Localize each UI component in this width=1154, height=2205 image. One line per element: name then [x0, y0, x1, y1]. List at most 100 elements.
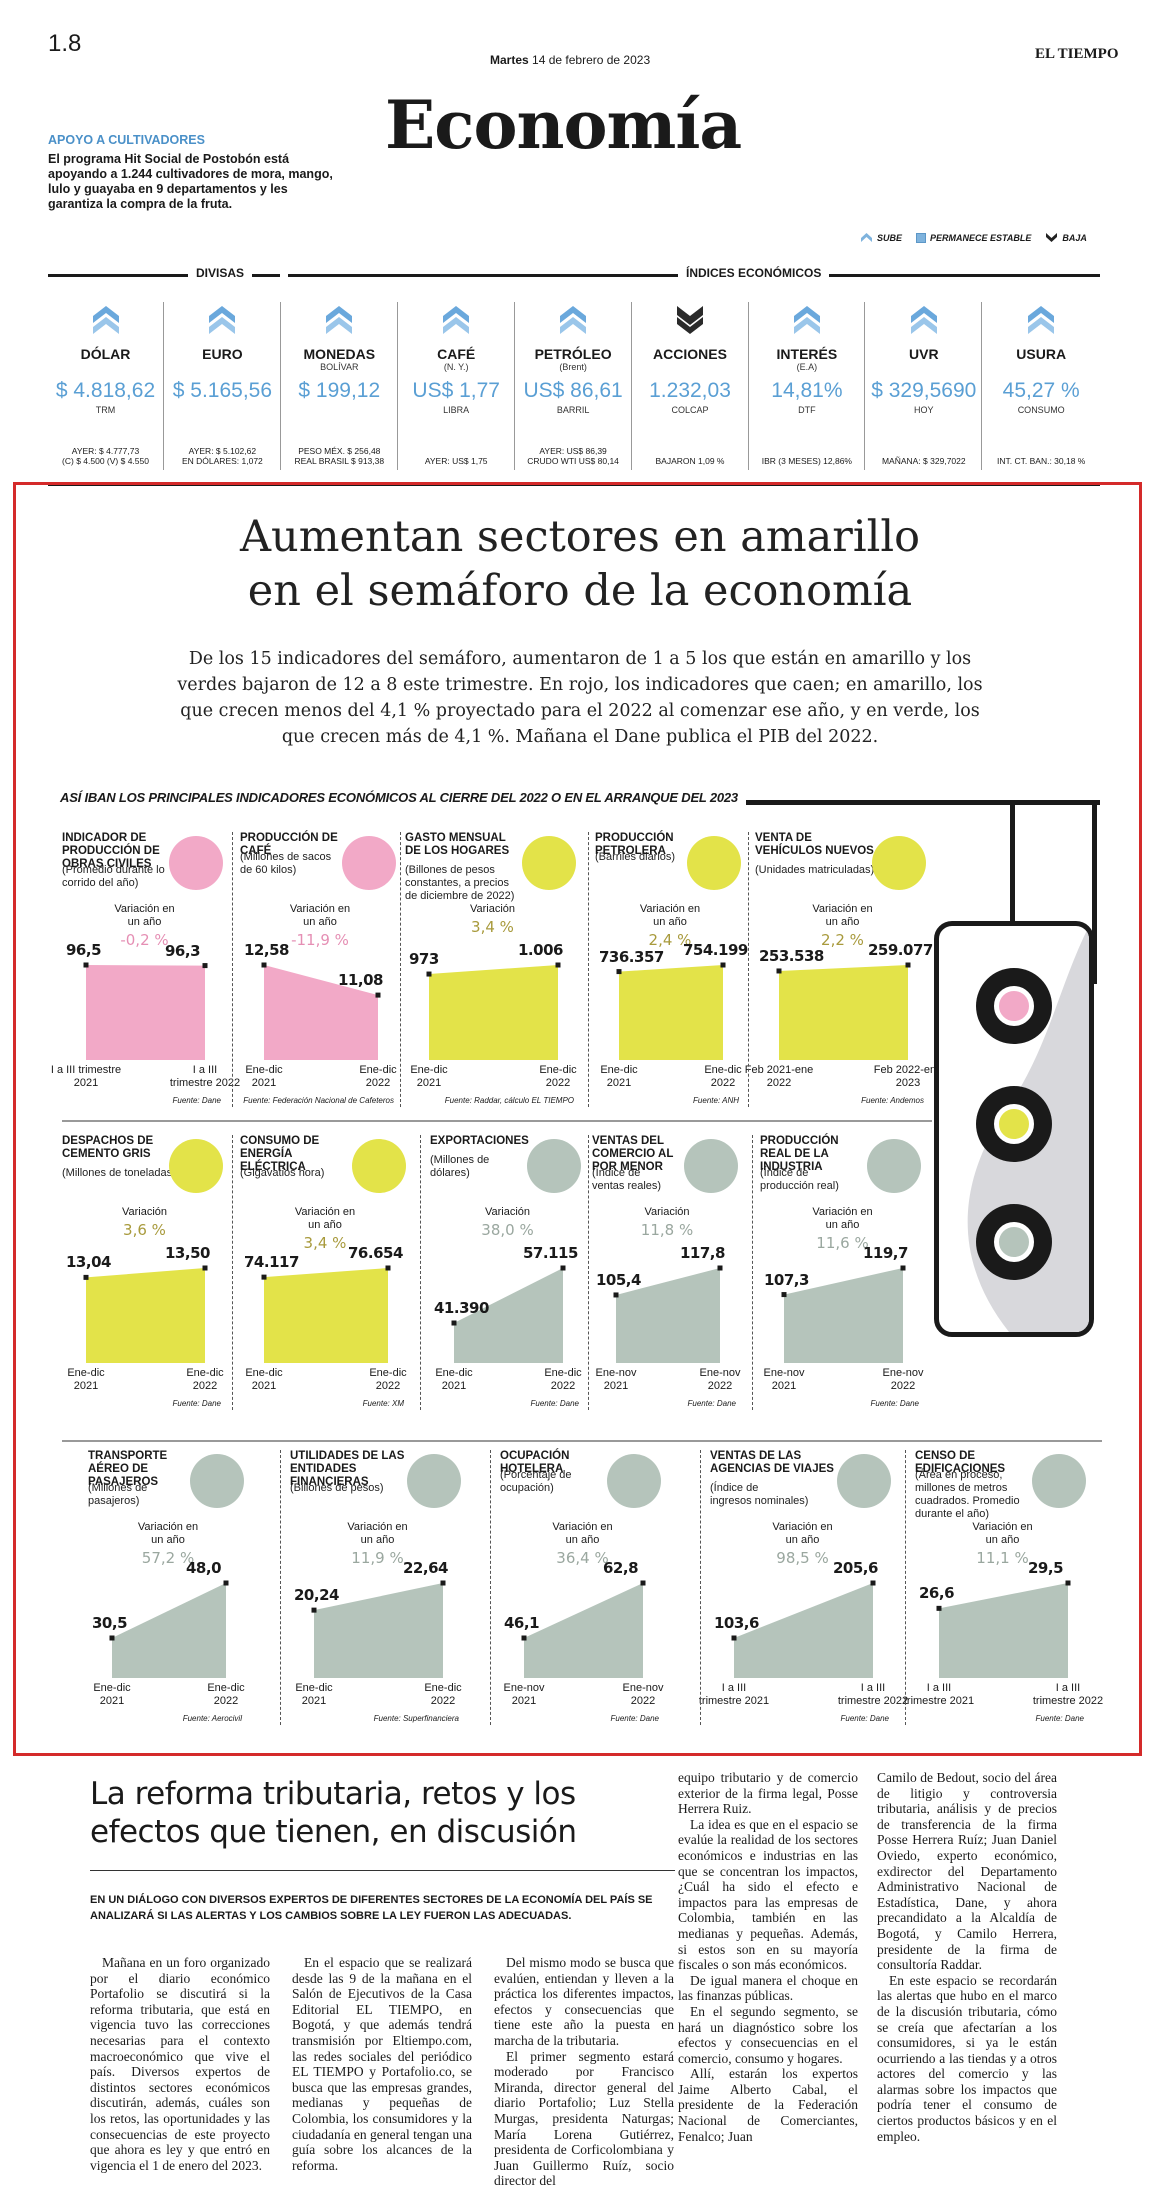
- card-source: Fuente: Dane: [687, 1399, 736, 1408]
- category-label: Ene-dic 2021: [245, 1367, 283, 1392]
- indicator-icon: [867, 1139, 921, 1193]
- index-sub: [866, 362, 981, 373]
- index-sub: [983, 362, 1099, 373]
- indicator-icon: [342, 836, 396, 890]
- traffic-light-red: [976, 968, 1052, 1044]
- indicator-card: CONSUMO DE ENERGÍA ELÉCTRICA (Gigavatios …: [240, 1135, 410, 1408]
- data-point: [616, 969, 622, 975]
- variation-label: Variación en un año: [972, 1521, 1033, 1546]
- index-7: UVR $ 329,5690 HOY MAÑANA: $ 329,7022: [866, 302, 983, 470]
- column-divider: [700, 1450, 701, 1725]
- area-chart: [451, 1265, 566, 1363]
- indicator-card: TRANSPORTE AÉREO DE PASAJEROS (Millones d…: [88, 1450, 248, 1723]
- variation-label: Variación: [644, 1206, 690, 1218]
- row-divider: [62, 1120, 932, 1122]
- area-mark: [734, 1583, 873, 1678]
- variation-label: Variación en un año: [639, 903, 701, 928]
- indicator-card: PRODUCCIÓN PETROLERA (Barriles diarios) Va…: [595, 832, 748, 1105]
- variation-value: 11,9 %: [351, 1549, 404, 1567]
- column-divider: [588, 1135, 589, 1410]
- variation-label: Variación: [121, 1206, 168, 1218]
- value-label: 1.006: [518, 941, 563, 959]
- value-label: 22,64: [403, 1559, 448, 1577]
- area-mark: [112, 1583, 226, 1678]
- value-label: 11,08: [338, 971, 383, 990]
- index-unit: COLCAP: [671, 405, 709, 415]
- variation-value: -11,9 %: [291, 931, 349, 949]
- trend-up-icon: [1028, 306, 1055, 334]
- data-point: [83, 962, 89, 968]
- index-name: UVR: [909, 346, 939, 362]
- indicator-card: OCUPACIÓN HOTELERA (Porcentaje de ocupaci…: [500, 1450, 665, 1723]
- index-4: PETRÓLEO (Brent) US$ 86,61 BARRIL AYER: US$ …: [516, 302, 632, 470]
- feature-headline: Aumentan sectores en amarillo en el semá…: [80, 510, 1080, 618]
- category-label: Ene-dic 2022: [359, 1064, 397, 1089]
- variation-value: 2,4 %: [648, 931, 692, 949]
- promo-title: APOYO A CULTIVADORES: [48, 133, 205, 147]
- value-label: 48,0: [186, 1559, 222, 1577]
- traffic-light-green: [976, 1204, 1052, 1280]
- value-label: 46,1: [504, 1614, 540, 1632]
- index-unit: TRM: [95, 405, 116, 415]
- divisas-rule: [48, 274, 280, 277]
- index-note: BAJARON 1,09 %: [655, 456, 725, 466]
- value-label: 205,6: [833, 1559, 878, 1577]
- index-note: AYER: $ 5.102,62 EN DÓLARES: 1,072: [181, 446, 263, 466]
- paragraph: Mañana en un foro organizado por el diar…: [90, 1955, 270, 2173]
- area-chart: [311, 1580, 446, 1678]
- data-point: [311, 1607, 317, 1613]
- card-unit: (Gigavatios hora): [240, 1167, 325, 1179]
- index-0: DÓLAR $ 4.818,62 TRM AYER: $ 4.777,73 (C) $…: [48, 302, 164, 470]
- data-point: [385, 1265, 391, 1271]
- card-source: Fuente: Dane: [870, 1399, 919, 1408]
- value-label: 259.077: [868, 941, 933, 959]
- category-label: Ene-nov 2021: [595, 1367, 637, 1392]
- data-point: [870, 1580, 876, 1586]
- data-point: [83, 1274, 89, 1280]
- column-divider: [420, 1135, 421, 1410]
- index-note: AYER: $ 4.777,73 (C) $ 4.500 (V) $ 4.550: [62, 446, 149, 466]
- index-unit: LIBRA: [443, 405, 470, 415]
- card-title: VENTAS DE LAS AGENCIAS DE VIAJES: [710, 1450, 834, 1475]
- index-name: EURO: [202, 346, 243, 362]
- value-label: 41.390: [434, 1299, 489, 1317]
- indicator-icon: [872, 836, 926, 890]
- index-name: ACCIONES: [653, 346, 727, 362]
- category-label: Ene-dic 2022: [544, 1367, 582, 1392]
- trend-up-icon: [92, 306, 119, 334]
- card-source: Fuente: Dane: [610, 1714, 659, 1723]
- index-5: ACCIONES 1.232,03 COLCAP BAJARON 1,09 %: [633, 302, 749, 470]
- page-number: 1.8: [48, 30, 82, 57]
- area-mark: [86, 1268, 205, 1363]
- card-title: OCUPACIÓN HOTELERA: [500, 1450, 570, 1475]
- area-chart: [616, 962, 726, 1060]
- index-sub: (N. Y.): [443, 362, 469, 372]
- category-label: Ene-dic 2021: [600, 1064, 638, 1089]
- card-unit: (Índice de ventas reales): [592, 1167, 662, 1192]
- trend-up-icon: [443, 306, 470, 334]
- value-label: 13,50: [165, 1244, 210, 1262]
- card-unit: (Billones de pesos constantes, a precios…: [405, 864, 515, 902]
- promo-body: El programa Hit Social de Postobón está …: [48, 152, 333, 211]
- index-sub: (Brent): [559, 362, 587, 372]
- card-title: EXPORTACIONES: [430, 1135, 529, 1147]
- traffic-light-yellow: [976, 1086, 1052, 1162]
- area-chart: [613, 1265, 723, 1363]
- card-title: VENTA DE VEHÍCULOS NUEVOS: [755, 832, 874, 857]
- area-chart: [109, 1580, 229, 1678]
- card-title: GASTO MENSUAL DE LOS HOGARES: [405, 832, 510, 857]
- category-label: Ene-dic 2022: [369, 1367, 407, 1392]
- trend-up-icon: [910, 306, 937, 334]
- data-point: [451, 1320, 457, 1326]
- legend-stable-label: PERMANECE ESTABLE: [930, 232, 1032, 243]
- indicator-card: PRODUCCIÓN REAL DE LA INDUSTRIA (Índice d…: [760, 1135, 925, 1408]
- data-point: [731, 1635, 737, 1641]
- column-divider: [752, 1135, 753, 1410]
- indicator-icon: [527, 1139, 581, 1193]
- feature-frame: [13, 482, 1142, 1756]
- paragraph: La idea es que en el espacio se evalúe l…: [678, 1816, 858, 1973]
- paragraph: De igual manera el choque en las finanza…: [678, 1972, 858, 2004]
- category-label: Ene-dic 2021: [93, 1682, 131, 1707]
- data-point: [202, 963, 208, 969]
- paragraph: En este espacio se recordarán las alerta…: [877, 1972, 1057, 2144]
